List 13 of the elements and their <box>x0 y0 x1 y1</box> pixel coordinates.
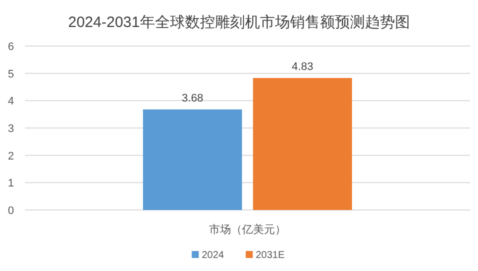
y-tick-label: 6 <box>8 41 14 53</box>
legend-label: 2031E <box>256 250 285 261</box>
y-tick-label: 1 <box>8 178 14 190</box>
y-tick-label: 4 <box>8 96 14 108</box>
title: 2024-2031年全球数控雕刻机市场销售额预测趋势图 <box>68 14 410 31</box>
y-tick-label: 2 <box>8 150 14 162</box>
y-tick-label: 5 <box>8 68 14 80</box>
legend-label: 2024 <box>202 250 224 261</box>
x-tick-label: 市场（亿美元） <box>209 223 286 236</box>
y-tick-label: 3 <box>8 123 14 135</box>
data-label: 4.83 <box>292 60 314 73</box>
y-tick-label: 0 <box>8 205 14 217</box>
data-label: 3.68 <box>182 92 204 104</box>
